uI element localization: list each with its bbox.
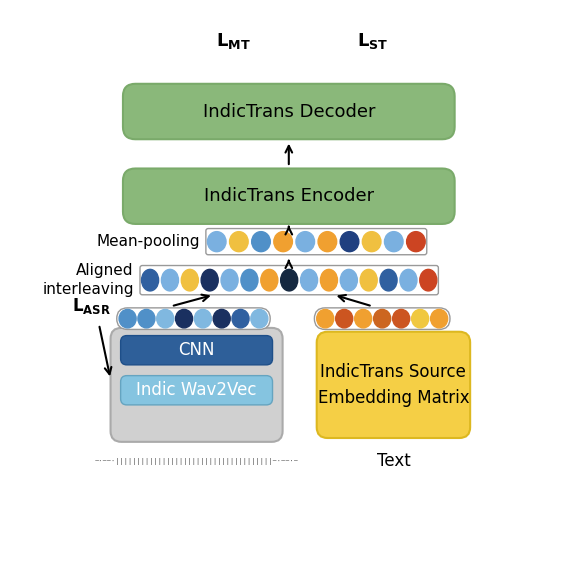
- Ellipse shape: [420, 270, 437, 291]
- Ellipse shape: [380, 270, 397, 291]
- Ellipse shape: [301, 270, 318, 291]
- Ellipse shape: [119, 310, 136, 328]
- Text: ~·~~·|||||||||||||||||||||||||||||||||||||~·~~·~: ~·~~·|||||||||||||||||||||||||||||||||||…: [94, 458, 298, 465]
- FancyBboxPatch shape: [111, 328, 283, 442]
- Ellipse shape: [241, 270, 258, 291]
- Ellipse shape: [317, 310, 334, 328]
- Text: IndicTrans Decoder: IndicTrans Decoder: [202, 103, 375, 120]
- Ellipse shape: [280, 270, 298, 291]
- Text: Text: Text: [377, 452, 410, 470]
- Ellipse shape: [336, 310, 353, 328]
- Ellipse shape: [175, 310, 193, 328]
- Text: IndicTrans Source
Embedding Matrix: IndicTrans Source Embedding Matrix: [318, 363, 469, 407]
- Ellipse shape: [194, 310, 211, 328]
- Ellipse shape: [157, 310, 174, 328]
- Ellipse shape: [360, 270, 377, 291]
- Ellipse shape: [138, 310, 155, 328]
- Ellipse shape: [232, 310, 249, 328]
- Text: $\mathbf{L}_{\mathbf{ST}}$: $\mathbf{L}_{\mathbf{ST}}$: [357, 31, 388, 51]
- Ellipse shape: [411, 310, 429, 328]
- FancyBboxPatch shape: [140, 266, 438, 295]
- Ellipse shape: [400, 270, 417, 291]
- Ellipse shape: [430, 310, 448, 328]
- Ellipse shape: [320, 270, 337, 291]
- FancyBboxPatch shape: [121, 376, 273, 405]
- FancyBboxPatch shape: [123, 84, 455, 139]
- Ellipse shape: [142, 270, 158, 291]
- Ellipse shape: [296, 231, 315, 252]
- Ellipse shape: [182, 270, 198, 291]
- Ellipse shape: [161, 270, 179, 291]
- Ellipse shape: [362, 231, 381, 252]
- FancyBboxPatch shape: [314, 308, 450, 329]
- FancyBboxPatch shape: [117, 308, 270, 329]
- Ellipse shape: [201, 270, 218, 291]
- Ellipse shape: [393, 310, 410, 328]
- Text: Mean-pooling: Mean-pooling: [96, 234, 200, 249]
- FancyBboxPatch shape: [317, 332, 470, 438]
- Ellipse shape: [355, 310, 371, 328]
- Ellipse shape: [340, 231, 359, 252]
- Ellipse shape: [274, 231, 292, 252]
- Ellipse shape: [406, 231, 425, 252]
- Ellipse shape: [207, 231, 226, 252]
- Text: $\mathbf{L}_{\mathbf{MT}}$: $\mathbf{L}_{\mathbf{MT}}$: [216, 31, 251, 51]
- Ellipse shape: [213, 310, 230, 328]
- FancyBboxPatch shape: [206, 229, 427, 255]
- Text: Indic Wav2Vec: Indic Wav2Vec: [137, 381, 257, 399]
- Text: $\mathbf{L}_{\mathbf{ASR}}$: $\mathbf{L}_{\mathbf{ASR}}$: [72, 296, 111, 316]
- FancyBboxPatch shape: [121, 336, 273, 365]
- Ellipse shape: [251, 310, 268, 328]
- Ellipse shape: [318, 231, 337, 252]
- FancyBboxPatch shape: [123, 169, 455, 224]
- Ellipse shape: [229, 231, 248, 252]
- Ellipse shape: [384, 231, 403, 252]
- Ellipse shape: [261, 270, 278, 291]
- Ellipse shape: [221, 270, 238, 291]
- Ellipse shape: [252, 231, 270, 252]
- Text: IndicTrans Encoder: IndicTrans Encoder: [204, 187, 374, 205]
- Ellipse shape: [374, 310, 391, 328]
- Text: CNN: CNN: [178, 341, 215, 359]
- Ellipse shape: [340, 270, 357, 291]
- Text: Aligned
interleaving: Aligned interleaving: [42, 263, 134, 297]
